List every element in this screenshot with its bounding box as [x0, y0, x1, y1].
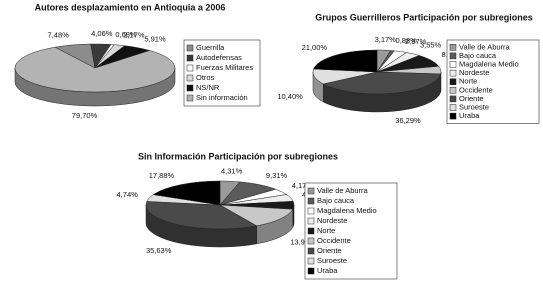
slice: [14, 46, 176, 93]
value-label: 10,40%: [277, 92, 303, 101]
legend-label: Magdalena Medio: [317, 206, 377, 215]
value-label: 2,17%: [123, 31, 145, 40]
legend-swatch: [449, 87, 457, 94]
legend-label: Norte: [317, 226, 335, 235]
slice: [145, 201, 258, 230]
value-label: 79,70%: [72, 111, 98, 120]
value-label: 35,63%: [146, 246, 172, 255]
legend-swatch: [449, 44, 457, 51]
legend-label: Fuerzas Militares: [196, 63, 253, 72]
value-label: 0,88%: [396, 36, 418, 45]
legend-swatch: [449, 104, 457, 111]
legend-box: [446, 39, 540, 124]
legend-swatch: [307, 217, 315, 225]
value-label: 4,06%: [91, 29, 113, 38]
legend-swatch: [449, 52, 457, 60]
legend-label: Autodefensas: [196, 53, 242, 62]
legend-box: [183, 39, 261, 107]
slice: [219, 204, 294, 227]
legend-label: Uraba: [317, 266, 338, 275]
value-label: 9,31%: [266, 171, 288, 180]
legend-swatch: [186, 74, 194, 82]
legend-swatch: [186, 44, 194, 52]
slice: [152, 180, 221, 206]
legend-swatch: [449, 69, 457, 77]
chart-title: Sin Información Participación por subreg…: [138, 151, 338, 161]
value-label: 3,17%: [375, 35, 397, 44]
legend-label: Guerrilla: [196, 43, 225, 52]
legend-label: Valle de Aburra: [317, 186, 369, 195]
legend-swatch: [186, 84, 194, 92]
value-label: 4,74%: [117, 190, 139, 199]
value-label: 4,17%: [292, 181, 314, 190]
legend-label: Nordeste: [459, 68, 489, 77]
legend-label: Uraba: [459, 111, 480, 120]
legend-swatch: [307, 247, 315, 255]
legend-swatch: [186, 94, 194, 102]
legend-swatch: [307, 267, 315, 275]
legend-label: Sin información: [196, 93, 248, 102]
legend-swatch: [307, 237, 315, 245]
legend-swatch: [307, 187, 315, 195]
value-label: 21,00%: [302, 43, 328, 52]
value-label: 7,48%: [48, 30, 70, 39]
legend-label: Otros: [196, 73, 215, 82]
value-label: 0,68%: [115, 30, 137, 39]
legend-swatch: [449, 112, 457, 120]
value-label: 13,91%: [290, 238, 316, 247]
legend-swatch: [307, 197, 315, 205]
legend-label: Bajo cauca: [459, 51, 497, 60]
chart-title: Grupos Guerrilleros Participación por su…: [315, 12, 533, 22]
value-label: 2,97%: [405, 37, 427, 46]
legend-swatch: [449, 78, 457, 85]
value-label: 17,88%: [149, 171, 175, 180]
legend-label: Norte: [459, 77, 477, 86]
legend-label: Bajo cauca: [317, 196, 355, 205]
legend-swatch: [307, 227, 315, 235]
legend-label: Valle de Aburra: [459, 42, 511, 51]
legend-box: [304, 182, 398, 280]
value-label: 4,31%: [221, 166, 243, 175]
value-label: 36,29%: [395, 116, 421, 125]
legend-label: Suroeste: [459, 102, 489, 111]
chart-title: Autores desplazamiento en Antioquia a 20…: [35, 2, 226, 12]
slice: [313, 49, 378, 73]
legend-label: NS/NR: [196, 83, 220, 92]
legend-label: Suroeste: [317, 256, 347, 265]
value-label: 5,91%: [144, 34, 166, 43]
value-label: 3,55%: [420, 41, 442, 50]
legend-swatch: [449, 95, 457, 103]
legend-swatch: [307, 207, 315, 215]
legend-label: Magdalena Medio: [459, 59, 519, 68]
legend-swatch: [307, 257, 315, 265]
legend-label: Nordeste: [317, 216, 347, 225]
legend-label: Occidente: [317, 236, 351, 245]
legend-swatch: [186, 54, 194, 62]
legend-label: Occidente: [459, 85, 493, 94]
legend-swatch: [449, 61, 457, 68]
legend-label: Oriente: [317, 246, 342, 255]
legend-swatch: [186, 64, 194, 72]
legend-label: Oriente: [459, 94, 484, 103]
